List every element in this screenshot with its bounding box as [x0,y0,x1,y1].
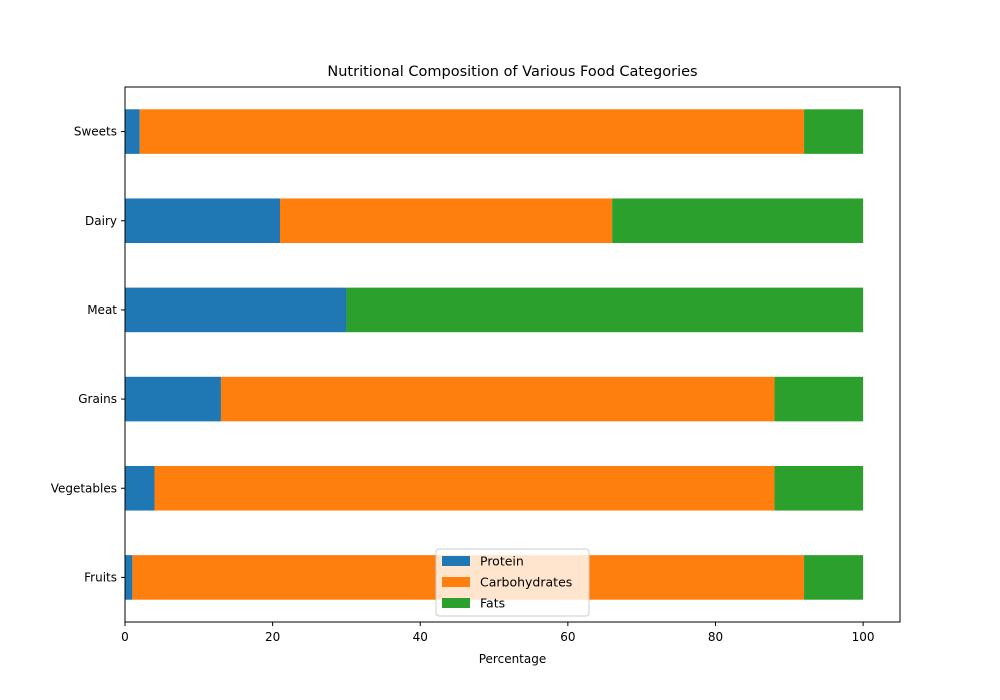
legend-swatch-carbohydrates [442,577,470,587]
legend-label-protein: Protein [480,554,524,569]
bar-fats-vegetables [774,465,864,511]
y-tick-label: Vegetables [51,481,117,495]
bar-protein-vegetables [125,465,155,511]
bar-protein-dairy [125,198,280,244]
x-axis: 0 20 40 60 80 100 [121,622,875,644]
x-tick-label: 60 [560,630,575,644]
y-tick-label: Dairy [85,214,117,228]
bar-protein-grains [125,376,221,422]
plot-frame [124,86,901,623]
y-axis: Fruits Vegetables Grains Meat Dairy Sweets [51,125,125,584]
bar-carbohydrates-grains [220,376,775,422]
bar-fats-fruits [804,555,864,600]
bar-fats-meat [346,287,864,333]
bar-protein-fruits [125,555,133,600]
bar-fats-grains [774,376,864,422]
bar-carbohydrates-dairy [280,198,613,244]
bar-carbohydrates-sweets [139,109,805,154]
x-axis-label: Percentage [479,652,547,666]
y-tick-label: Meat [87,303,117,317]
bar-carbohydrates-vegetables [154,465,775,511]
legend-swatch-fats [442,598,470,608]
bar-protein-meat [125,287,347,333]
x-tick-label: 20 [265,630,280,644]
x-tick-label: 40 [413,630,428,644]
bar-fats-dairy [612,198,864,244]
chart-title: Nutritional Composition of Various Food … [327,64,697,80]
legend-box [435,548,590,617]
legend-label-carbohydrates: Carbohydrates [480,575,572,590]
x-tick-label: 80 [708,630,723,644]
x-tick-label: 100 [852,630,875,644]
y-tick-label: Grains [78,392,117,406]
legend-swatch-protein [442,556,470,566]
bar-fats-sweets [804,109,864,154]
legend-label-fats: Fats [480,596,505,611]
legend: Protein Carbohydrates Fats [435,548,590,617]
x-tick-label: 0 [121,630,129,644]
y-tick-label: Fruits [84,570,117,584]
y-tick-label: Sweets [74,125,117,139]
bar-protein-sweets [125,109,140,154]
